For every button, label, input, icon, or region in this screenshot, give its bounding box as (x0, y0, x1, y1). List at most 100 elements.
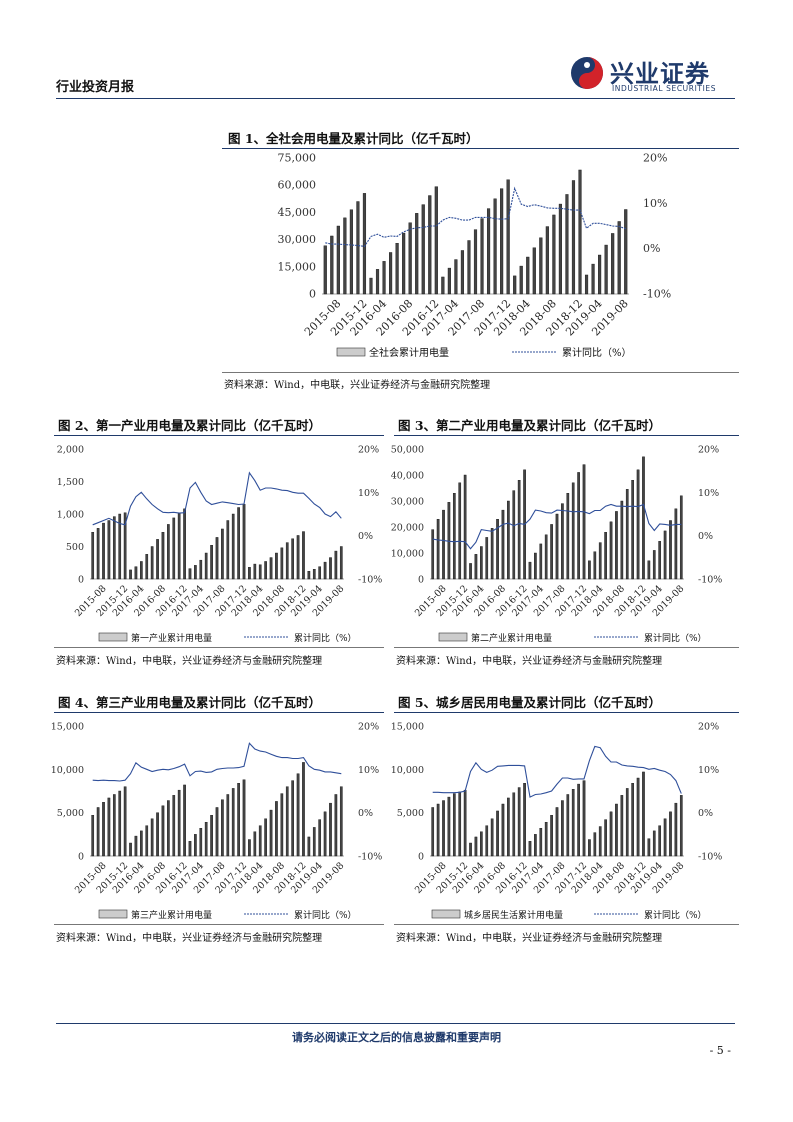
bar (566, 794, 570, 857)
bar (474, 836, 478, 857)
bar (480, 546, 483, 580)
bar (506, 179, 510, 295)
page-number: - 5 - (709, 1044, 731, 1057)
bar (528, 561, 532, 580)
bar (402, 232, 406, 295)
bar (291, 780, 294, 857)
bar (431, 807, 435, 857)
bar (269, 557, 273, 580)
bar (519, 265, 523, 295)
bar (145, 825, 149, 857)
bar (480, 831, 483, 857)
bar (663, 530, 667, 580)
left-axis-tick-label: 60,000 (278, 179, 317, 192)
bar (231, 513, 235, 580)
bar (129, 842, 132, 857)
right-axis-tick-label: -10% (643, 288, 671, 301)
bar (544, 821, 548, 857)
bar (129, 569, 132, 580)
yoy-series-line (432, 745, 682, 798)
bar (436, 803, 440, 857)
figure-1-bottom-rule (222, 372, 739, 373)
bar (123, 786, 127, 857)
right-axis-tick-label: 10% (698, 488, 719, 499)
bar (145, 554, 149, 580)
left-axis-tick-label: 0 (309, 288, 316, 301)
right-axis-tick-label: -10% (358, 852, 382, 863)
legend-bar-label: 第一产业累计用电量 (131, 632, 212, 644)
left-axis-tick-label: 15,000 (51, 722, 84, 733)
bar (275, 801, 278, 857)
right-axis-tick-label: 0% (643, 242, 660, 255)
bar (395, 243, 399, 295)
bar (183, 508, 186, 580)
bar (501, 509, 505, 580)
bar (307, 836, 311, 857)
bar (454, 259, 458, 295)
right-axis-tick-label: 20% (643, 152, 667, 165)
bar (571, 180, 576, 295)
bar (620, 500, 624, 580)
legend-bar-swatch (98, 909, 128, 919)
left-axis-tick-label: 75,000 (278, 152, 317, 165)
legend-bar-label: 第三产业累计用电量 (131, 909, 212, 921)
legend-bar-label: 全社会累计用电量 (369, 346, 449, 359)
bar (669, 811, 672, 857)
bar (210, 815, 213, 857)
bar (679, 495, 683, 580)
bar (172, 795, 176, 857)
legend-bar-swatch (336, 347, 366, 357)
bar (539, 543, 543, 580)
left-axis-tick-label: 5,000 (397, 808, 424, 819)
left-axis-tick-label: 40,000 (391, 471, 424, 482)
left-axis-tick-label: 10,000 (391, 549, 424, 560)
bar (501, 803, 505, 857)
legend-line-label: 累计同比（%） (644, 632, 707, 644)
bar (534, 834, 537, 857)
bar (226, 794, 230, 857)
bar (458, 791, 462, 857)
bar (312, 569, 316, 580)
bar (512, 792, 516, 857)
bar (636, 469, 640, 580)
bar (167, 800, 170, 857)
bar (469, 842, 472, 857)
bar (609, 521, 613, 580)
bar (598, 542, 602, 580)
bar (652, 550, 656, 580)
bar (112, 794, 116, 857)
figure-4-top-rule (54, 712, 384, 713)
bar (134, 566, 138, 580)
bar (177, 512, 181, 580)
bar (523, 782, 526, 857)
bar (486, 208, 491, 295)
bar (631, 782, 634, 857)
bar (679, 795, 683, 857)
bar (188, 568, 192, 580)
bar (199, 559, 203, 580)
yoy-series-line (325, 186, 626, 247)
bar (434, 186, 438, 295)
bar (490, 528, 494, 580)
bar (134, 835, 138, 857)
report-type-label: 行业投资月报 (56, 80, 135, 95)
left-axis-tick-label: 2,000 (57, 445, 84, 456)
figure-5-top-rule (394, 712, 739, 713)
bar (617, 221, 621, 295)
bar (578, 169, 582, 295)
left-axis-tick-label: 10,000 (51, 765, 84, 776)
header-divider (56, 98, 735, 99)
bar (507, 797, 510, 857)
company-logo-icon (571, 57, 603, 89)
bar (620, 795, 624, 857)
figure-2-title: 图 2、第一产业用电量及累计同比（亿千瓦时） (58, 418, 322, 433)
bar (642, 456, 645, 580)
left-axis-tick-label: 50,000 (391, 445, 424, 456)
right-axis-tick-label: 10% (698, 765, 719, 776)
bar (248, 839, 251, 857)
bar (140, 830, 143, 857)
legend-bar-swatch (98, 632, 128, 642)
bar (669, 520, 672, 580)
bar (593, 832, 597, 857)
bar (447, 267, 451, 295)
